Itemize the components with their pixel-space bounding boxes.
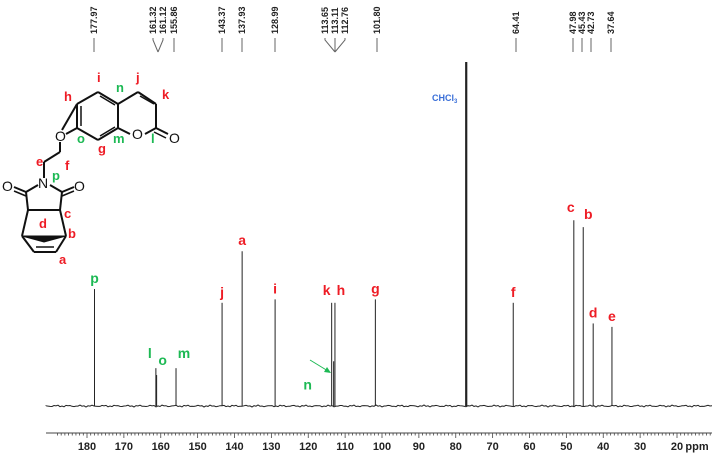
molecule-structure [13, 91, 169, 253]
baseline [45, 404, 713, 408]
peak-label-g: g [371, 280, 380, 296]
peak-label-a: a [238, 232, 246, 248]
peak-label-p: p [90, 270, 99, 286]
shift-annotation: 101.80 [372, 6, 382, 34]
peak-label-n: n [303, 376, 312, 392]
atom-label-k: k [162, 87, 170, 102]
x-tick-label: 160 [152, 441, 170, 453]
atom-label-p: p [52, 168, 60, 183]
x-tick-label: 90 [413, 441, 425, 453]
x-tick-label: 70 [487, 441, 499, 453]
shift-annotation: 128.99 [270, 6, 280, 34]
atom-label-d: d [39, 216, 47, 231]
structure-heteroatoms: O O O N O O [2, 126, 180, 194]
atom-label-o: o [77, 131, 85, 146]
atom-label-c: c [64, 206, 71, 221]
x-tick-label: 110 [336, 441, 354, 453]
atom-label-j: j [135, 70, 140, 85]
x-tick-label: 150 [188, 441, 206, 453]
svg-text:O: O [132, 126, 143, 142]
shift-annotation: 155.86 [169, 6, 179, 34]
shift-annotation: 137.93 [237, 6, 247, 34]
x-tick-label: 50 [560, 441, 572, 453]
svg-text:O: O [2, 178, 13, 194]
x-tick-label: 60 [523, 441, 535, 453]
shift-annotation: 37.64 [606, 11, 616, 34]
atom-label-b: b [68, 226, 76, 241]
x-tick-label: 180 [78, 441, 96, 453]
x-axis: 180 170 160 150 140 130 120 110 100 90 80 70 60 50 40 3… [46, 432, 712, 453]
shift-annotation: 177.97 [89, 6, 99, 34]
peak-label-m: m [178, 345, 190, 361]
peak-label-l: l [148, 345, 152, 361]
svg-text:N: N [38, 175, 48, 191]
shift-annotation: 113.11 [330, 7, 340, 34]
peak-label-c: c [567, 199, 575, 215]
spectrum-trace [45, 62, 713, 408]
peak-assignment-labels: p l o m j a i k n h g f c b d e [90, 199, 616, 392]
atom-label-f: f [65, 158, 70, 173]
x-tick-label: 130 [262, 441, 280, 453]
x-tick-label: 20 [671, 441, 683, 453]
atom-label-l: l [151, 131, 155, 146]
peak-label-b: b [584, 206, 593, 222]
x-tick-label: 40 [597, 441, 609, 453]
svg-text:O: O [55, 128, 66, 144]
svg-text:O: O [169, 130, 180, 146]
n-assignment-arrow [309, 359, 331, 373]
x-tick-label: 80 [450, 441, 462, 453]
atom-label-n: n [116, 80, 124, 95]
shift-annotation: 42.73 [586, 11, 596, 34]
solvent-label: CHCl3 [432, 93, 458, 105]
atom-label-a: a [59, 252, 67, 267]
x-tick-label: 30 [634, 441, 646, 453]
x-axis-unit: ppm [685, 441, 708, 453]
peak-label-h: h [337, 282, 346, 298]
shift-annotation: 112.76 [340, 7, 350, 34]
peak-label-o: o [158, 352, 167, 368]
x-tick-label: 100 [373, 441, 391, 453]
peak-label-k: k [323, 282, 331, 298]
shift-annotation: 143.37 [217, 6, 227, 34]
shift-annotation: 47.98 [568, 11, 578, 34]
atom-label-g: g [98, 141, 106, 156]
atom-label-h: h [64, 89, 72, 104]
shift-annotation: 161.12 [158, 6, 168, 34]
peak-label-d: d [589, 304, 598, 320]
structure-atom-labels: inj k h o mg l f ep c d ba [36, 70, 170, 267]
shift-annotation: 45.43 [577, 11, 587, 34]
peak-label-f: f [511, 284, 516, 300]
atom-label-m: m [113, 131, 125, 146]
shift-annotation: 161.32 [148, 6, 158, 34]
x-tick-label: 140 [225, 441, 243, 453]
atom-label-e: e [36, 154, 43, 169]
peak-label-e: e [608, 308, 616, 324]
x-tick-label: 170 [115, 441, 133, 453]
atom-label-i: i [97, 70, 101, 85]
svg-text:O: O [74, 178, 85, 194]
peak-label-i: i [273, 280, 277, 296]
shift-annotation: 64.41 [511, 11, 521, 34]
shift-annotation: 113.65 [320, 7, 330, 34]
chemical-shift-annotations: 177.97 161.32 161.12 155.86 143.37 137.93 128.… [89, 6, 616, 53]
x-tick-label: 120 [299, 441, 317, 453]
peak-label-j: j [219, 284, 224, 300]
